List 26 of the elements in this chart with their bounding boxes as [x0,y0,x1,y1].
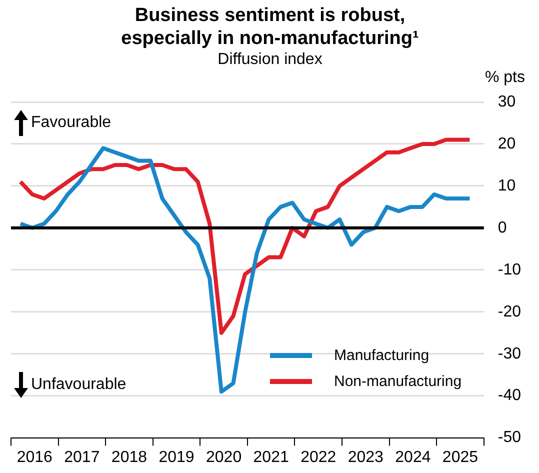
x-tick-label: 2017 [64,448,100,466]
y-tick-label: 10 [498,177,516,194]
x-tick-label: 2025 [442,448,478,466]
y-axis-title: % pts [484,69,525,87]
y-tick-label: -30 [498,345,522,362]
x-tick-label: 2019 [158,448,194,466]
y-tick-label: -50 [498,429,522,446]
legend-label: Non-manufacturing [334,372,462,390]
annotation: Favourable [31,114,112,132]
x-tick-label: 2018 [111,448,148,466]
x-tick-label: 2024 [395,448,431,466]
y-tick-label: 20 [498,135,516,152]
x-tick-label: 2021 [253,448,289,466]
chart-subtitle: Diffusion index [216,51,324,69]
y-tick-label: 30 [498,93,516,110]
annotation: Unfavourable [31,376,126,394]
y-tick-label: -40 [498,387,522,404]
y-tick-label: -20 [498,303,522,320]
legend-label: Manufacturing [334,346,430,364]
x-tick-label: 2020 [206,448,242,466]
x-tick-label: 2016 [16,448,53,466]
x-tick-label: 2022 [300,448,336,466]
chart-title: Business sentiment is robust, especially in non-manufacturing¹ [120,4,420,50]
x-tick-label: 2023 [348,448,384,466]
y-tick-label: 0 [498,219,507,236]
y-tick-label: -10 [498,261,522,278]
